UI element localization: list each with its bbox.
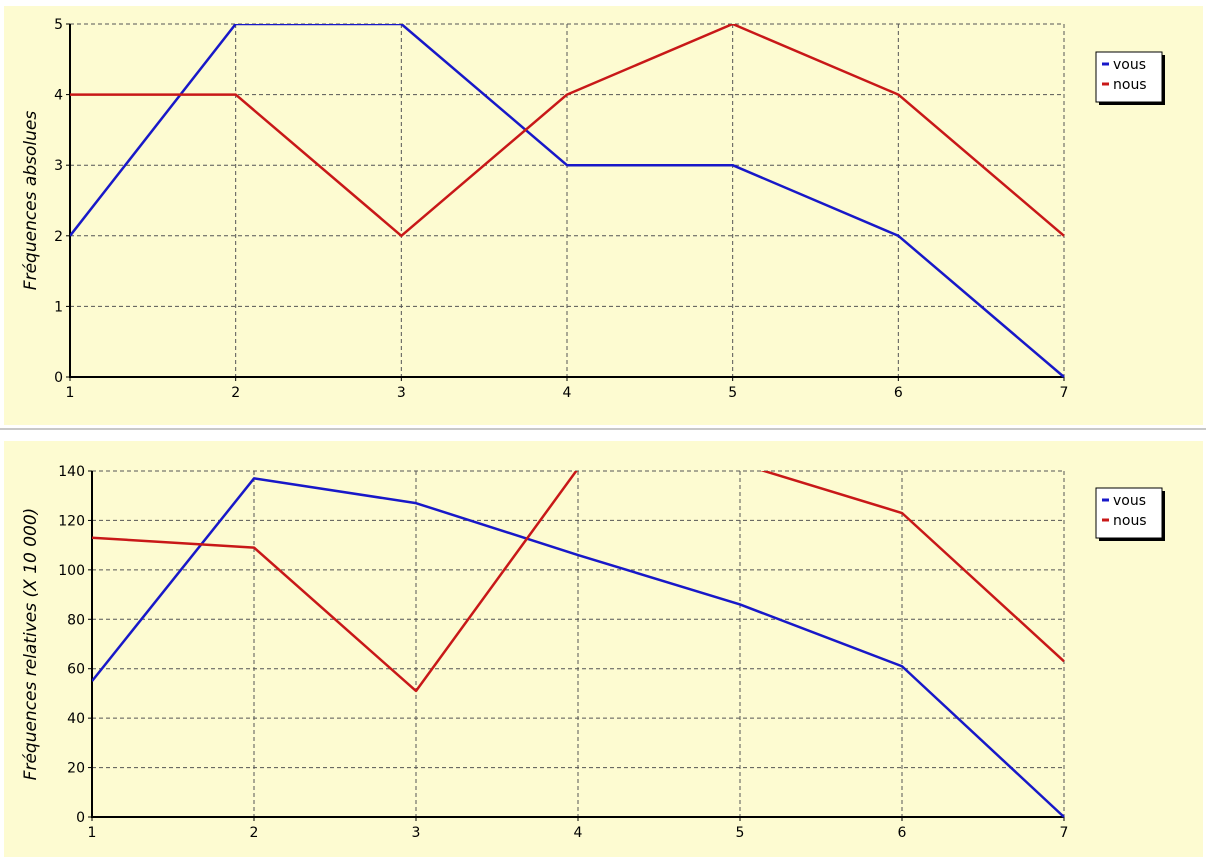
series-line-nous [92,471,1065,693]
y-tick-label: 3 [54,158,63,174]
x-tick-label: 7 [1060,385,1069,401]
x-tick-label: 3 [412,825,421,841]
x-tick-label: 5 [736,825,745,841]
y-tick-label: 20 [67,761,85,777]
legend-box [1095,51,1163,103]
legend-label-nous: nous [1113,77,1147,93]
series-line-vous [70,24,1065,378]
y-tick-label: 120 [58,513,85,529]
y-tick-label: 80 [67,612,85,628]
y-tick-label: 0 [76,810,85,826]
x-tick-label: 7 [1060,825,1069,841]
y-axis-label: Fréquences relatives (X 10 000) [21,508,41,781]
x-tick-label: 1 [88,825,97,841]
x-tick-label: 3 [397,385,406,401]
legend: vous nous [1095,51,1165,105]
x-tick-label: 5 [728,385,737,401]
x-tick-label: 2 [250,825,259,841]
x-tick-label: 6 [898,825,907,841]
y-tick-label: 140 [58,464,85,480]
y-tick-label: 0 [54,370,63,386]
x-tick-label: 4 [574,825,583,841]
chart-panel-absolute [4,6,1203,425]
legend-label-vous: vous [1113,493,1146,509]
y-axis-label: Fréquences absolues [21,111,41,291]
x-tick-label: 6 [894,385,903,401]
y-tick-label: 4 [54,88,63,104]
y-tick-label: 5 [54,17,63,33]
x-tick-label: 2 [231,385,240,401]
x-tick-label: 1 [66,385,75,401]
panel-separator [0,428,1206,430]
x-tick-label: 4 [563,385,572,401]
y-tick-label: 2 [54,229,63,245]
chart-panel-relative [4,441,1203,857]
y-tick-label: 60 [67,662,85,678]
y-tick-label: 1 [54,299,63,315]
legend: vous nous [1095,487,1165,541]
y-tick-label: 100 [58,563,85,579]
legend-label-vous: vous [1113,57,1146,73]
y-tick-label: 40 [67,711,85,727]
legend-label-nous: nous [1113,513,1147,529]
series-line-vous [92,477,1065,818]
chart-2: 1 2 3 4 5 6 7 0 20 40 60 80 100 120 140 Fréquences rela… [21,464,1165,841]
series-line-nous [70,24,1065,238]
legend-box [1095,487,1163,539]
